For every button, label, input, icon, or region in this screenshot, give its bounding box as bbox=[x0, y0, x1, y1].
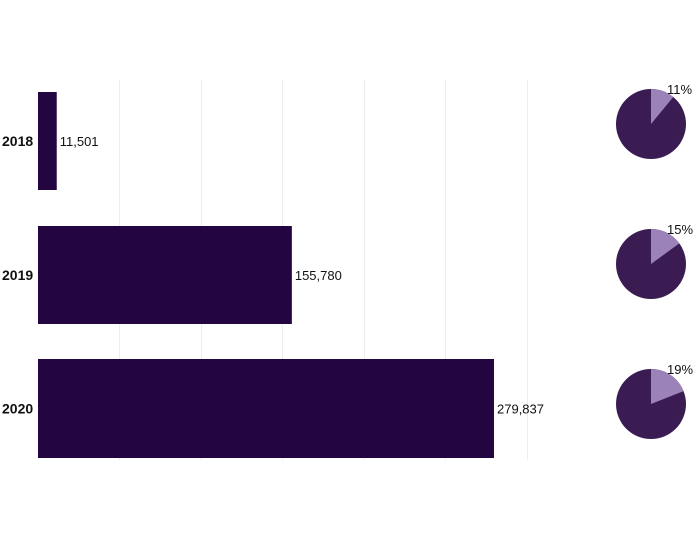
pie-slice-2018 bbox=[651, 89, 674, 124]
value-label-2020: 279,837 bbox=[497, 402, 544, 417]
bar-2019 bbox=[38, 226, 292, 324]
pie-label-2018: 11% bbox=[667, 82, 692, 97]
value-label-2019: 155,780 bbox=[295, 268, 342, 283]
year-label-2018: 2018 bbox=[2, 133, 33, 149]
pie-slice-2019 bbox=[651, 229, 680, 264]
pie-slice-2020 bbox=[651, 369, 684, 404]
pie-label-2020: 19% bbox=[667, 362, 693, 377]
year-label-2020: 2020 bbox=[2, 401, 33, 417]
value-label-2018: 11,501 bbox=[60, 134, 99, 149]
bar-2020 bbox=[38, 359, 494, 458]
year-label-2019: 2019 bbox=[2, 267, 33, 283]
pie-label-2019: 15% bbox=[667, 222, 693, 237]
bar-2018 bbox=[38, 92, 57, 190]
